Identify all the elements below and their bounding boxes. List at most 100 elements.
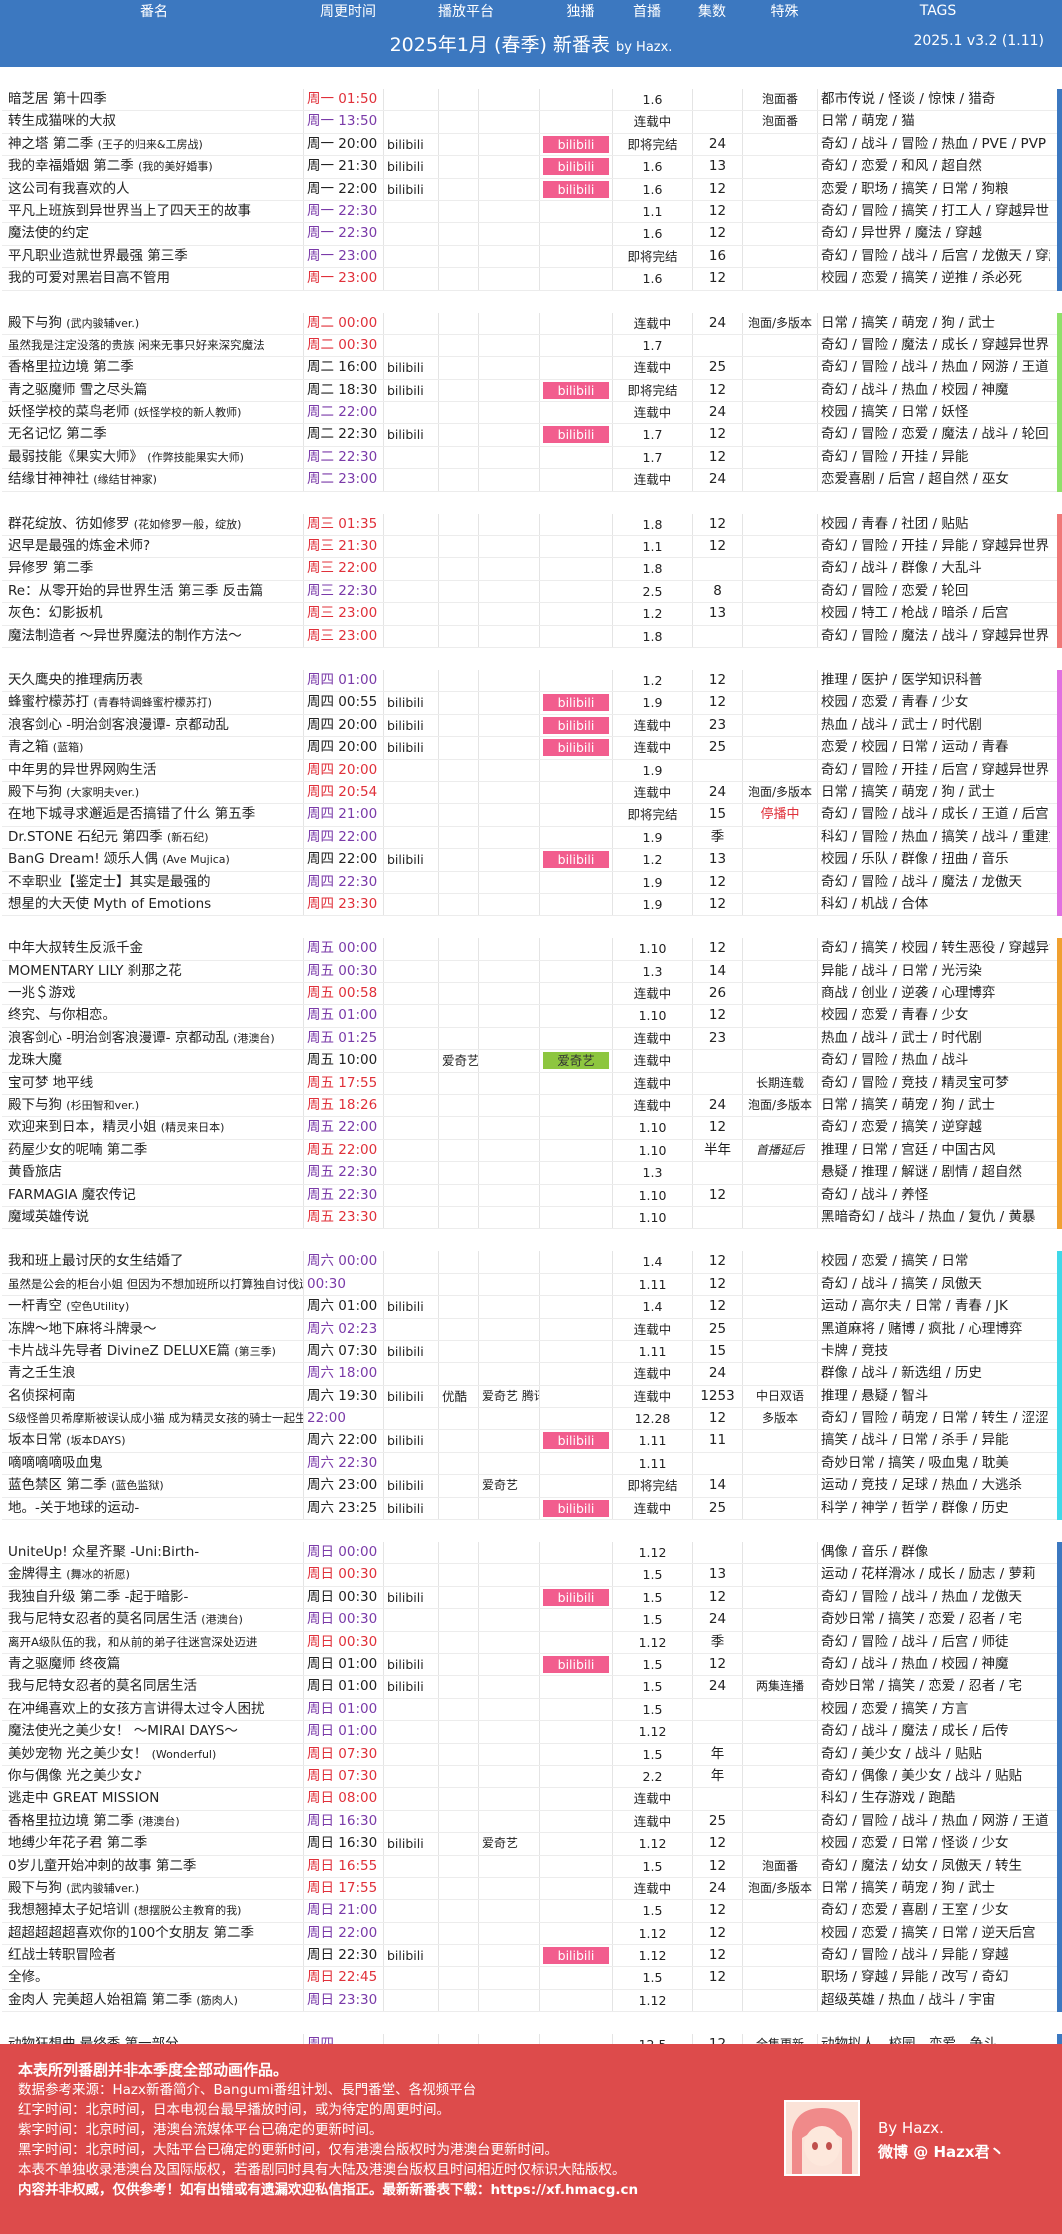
exclusive-badge[interactable]: bilibili (543, 851, 609, 869)
exclusive-badge[interactable]: bilibili (543, 1499, 609, 1517)
table-row[interactable]: 超超超超超喜欢你的100个女朋友 第二季 周日 22:00 1.12 12 校园 / 恋… (2, 1922, 1057, 1946)
table-row[interactable]: Re：从零开始的异世界生活 第三季 反击篇 周三 22:30 2.5 8 奇幻 / 冒险… (2, 580, 1057, 604)
table-row[interactable]: 宝可梦 地平线 周五 17:55 连载中 长期连载 奇幻 / 冒险 / 竞技 / 精灵宝… (2, 1072, 1057, 1096)
exclusive-badge[interactable]: 爱奇艺 (543, 1052, 609, 1070)
table-row[interactable]: 最弱技能《果实大师》 (作弊技能果实大师) 周二 22:30 1.7 12 奇幻 / 冒… (2, 446, 1057, 470)
table-row[interactable]: MOMENTARY LILY 刹那之花 周五 00:30 1.3 14 异能 / 战斗 … (2, 960, 1057, 984)
table-row[interactable]: UniteUp! 众星齐聚 -Uni:Birth- 周日 00:00 1.12 偶像 … (2, 1542, 1057, 1565)
table-row[interactable]: 浪客剑心 -明治剑客浪漫谭- 京都动乱 (港澳台) 周五 01:25 连载中 23 热血… (2, 1027, 1057, 1051)
table-row[interactable]: 蜂蜜柠檬苏打 (青春特调蜂蜜柠檬苏打) 周四 00:55 bilibili bilib… (2, 692, 1057, 715)
table-row[interactable]: 冻牌～地下麻将斗牌录～ 周六 02:23 连载中 25 黑道麻将 / 赌博 / 疯批 /… (2, 1318, 1057, 1341)
table-row[interactable]: 无名记忆 第二季 周二 22:30 bilibili bilibili 1.7 12 奇幻 … (2, 424, 1057, 447)
table-row[interactable]: 嘀嘀嘀嘀吸血鬼 周六 22:30 1.11 奇妙日常 / 搞笑 / 吸血鬼 / 耽美 (2, 1452, 1057, 1476)
table-row[interactable]: 殿下与狗 (武内骏辅ver.) 周日 17:55 连载中 24 泡面/多版本 日常 / 搞… (2, 1877, 1057, 1901)
table-row[interactable]: 香格里拉边境 第二季 (港澳台) 周日 16:30 连载中 25 奇幻 / 冒险 / 战… (2, 1810, 1057, 1834)
exclusive-badge[interactable]: bilibili (543, 158, 609, 176)
table-row[interactable]: 异修罗 第二季 周三 22:00 1.8 奇幻 / 战斗 / 群像 / 大乱斗 (2, 558, 1057, 581)
table-row[interactable]: 逃走中 GREAT MISSION 周日 08:00 连载中 科幻 / 生存游戏 / … (2, 1788, 1057, 1811)
table-row[interactable]: 我与尼特女忍者的莫名同居生活 (港澳台) 周日 00:30 1.5 24 奇妙日常 / … (2, 1609, 1057, 1632)
table-row[interactable]: 香格里拉边境 第二季 周二 16:00 bilibili 连载中 25 奇幻 / 冒险 /… (2, 357, 1057, 380)
table-row[interactable]: 美妙宠物 光之美少女！ (Wonderful) 周日 07:30 1.5 年奇幻 / … (2, 1743, 1057, 1766)
table-row[interactable]: 一兆＄游戏 周五 00:58 连载中 26 商战 / 创业 / 逆袭 / 心理博弈 (2, 983, 1057, 1006)
table-row[interactable]: 药屋少女的呢喃 第二季 周五 22:00 1.10 半年 首播延后 推理 / 日常 / 宫… (2, 1139, 1057, 1163)
table-row[interactable]: 坂本日常 (坂本DAYS) 周六 22:00 bilibili bilibili 1.1… (2, 1430, 1057, 1453)
table-row[interactable]: 中年男的异世界网购生活 周四 20:00 1.9 奇幻 / 冒险 / 开挂 / 后宫 … (2, 759, 1057, 782)
table-row[interactable]: 这公司有我喜欢的人 周一 22:00 bilibili bilibili 1.6 12 恋爱… (2, 178, 1057, 201)
table-row[interactable]: 殿下与狗 (武内骏辅ver.) 周二 00:00 连载中 24 泡面/多版本 日常 / 搞… (2, 312, 1057, 335)
exclusive-badge[interactable]: bilibili (543, 180, 609, 198)
table-row[interactable]: 名侦探柯南 周六 19:30 bilibili 优酷 爱奇艺 腾讯 连载中 1253 中日双语… (2, 1385, 1057, 1409)
exclusive-badge[interactable]: bilibili (543, 716, 609, 734)
table-row[interactable]: 转生成猫咪的大叔 周一 13:50 连载中 泡面番 日常 / 萌宠 / 猫 (2, 111, 1057, 134)
table-row[interactable]: 在冲绳喜欢上的女孩方言讲得太过令人困扰 周日 01:00 1.5 校园 / 恋爱 / … (2, 1698, 1057, 1722)
table-row[interactable]: 灰色：幻影扳机 周三 23:00 1.2 13 校园 / 特工 / 枪战 / 暗杀 / … (2, 603, 1057, 626)
table-row[interactable]: 离开A级队伍的我，和从前的弟子往迷宫深处迈进 周日 00:30 1.12 季 奇幻 / … (2, 1631, 1057, 1654)
exclusive-badge[interactable]: bilibili (543, 135, 609, 153)
table-row[interactable]: BanG Dream! 颂乐人偶 (Ave Mujica) 周四 22:00 bil… (2, 849, 1057, 872)
table-row[interactable]: 暗芝居 第十四季 周一 01:50 1.6 泡面番 都市传说 / 怪谈 / 惊悚 / 猎… (2, 89, 1057, 112)
table-row[interactable]: 天久鹰央的推理病历表 周四 01:00 1.2 12 推理 / 医护 / 医学知识科普 (2, 669, 1057, 693)
exclusive-badge[interactable]: bilibili (543, 1656, 609, 1673)
table-row[interactable]: 在地下城寻求邂逅是否搞错了什么 第五季 周四 21:00 即将完结 15 停播中 奇幻 /… (2, 804, 1057, 827)
table-row[interactable]: 魔法使的约定 周一 22:30 1.6 12 奇幻 / 异世界 / 魔法 / 穿越 (2, 223, 1057, 246)
table-row[interactable]: 金肉人 完美超人始祖篇 第二季 (筋肉人) 周日 23:30 1.12 超级英雄 / … (2, 1989, 1057, 2013)
table-row[interactable]: 龙珠大魔 周五 10:00 爱奇艺 爱奇艺 连载中 奇幻 / 冒险 / 热血 / 战斗 (2, 1050, 1057, 1073)
table-row[interactable]: 我想翘掉太子妃培训 (想摆脱公主教育的我) 周日 21:00 1.5 12 奇幻 / 恋… (2, 1900, 1057, 1923)
table-row[interactable]: 浪客剑心 -明治剑客浪漫谭- 京都动乱 周四 20:00 bilibili bilib… (2, 714, 1057, 738)
table-row[interactable]: FARMAGIA 魔农传记 周五 22:30 1.10 12 奇幻 / 战斗 / 养怪 (2, 1184, 1057, 1207)
table-row[interactable]: 我的幸福婚姻 第二季 (我的美好婚事) 周一 21:30 bilibili bilib… (2, 156, 1057, 179)
table-row[interactable]: 我和班上最讨厌的女生结婚了 周六 00:00 1.4 12 校园 / 恋爱 / 搞笑 /… (2, 1251, 1057, 1274)
table-row[interactable]: 青之壬生浪 周六 18:00 连载中 24 群像 / 战斗 / 新选组 / 历史 (2, 1363, 1057, 1386)
table-row[interactable]: 魔法使光之美少女！ ～MIRAI DAYS～ 周日 01:00 1.12 奇幻 / 战… (2, 1721, 1057, 1744)
first-air: 1.2 (613, 669, 693, 692)
table-row[interactable]: 迟早是最强的炼金术师? 周三 21:30 1.1 12 奇幻 / 冒险 / 开挂 / 异… (2, 536, 1057, 559)
table-row[interactable]: 蓝色禁区 第二季 (蓝色监狱) 周六 23:00 bilibili 爱奇艺 即将完结 14… (2, 1475, 1057, 1498)
table-row[interactable]: 地缚少年花子君 第二季 周日 16:30 bilibili 爱奇艺 1.12 12 校园 /… (2, 1833, 1057, 1856)
exclusive-badge[interactable]: bilibili (543, 1432, 609, 1450)
exclusive-badge[interactable]: bilibili (543, 1947, 609, 1965)
platform-3 (479, 223, 540, 245)
table-row[interactable]: 一杆青空 (空色Utility) 周六 01:00 bilibili 1.4 12 运动 … (2, 1296, 1057, 1319)
table-row[interactable]: 殿下与狗 (杉田智和ver.) 周五 18:26 连载中 24 泡面/多版本 日常 / 搞… (2, 1095, 1057, 1118)
table-row[interactable]: 青之箱 (蓝箱) 周四 20:00 bilibili bilibili 连载中 25 恋爱 … (2, 737, 1057, 760)
table-row[interactable]: 魔域英雄传说 周五 23:30 1.10 黑暗奇幻 / 战斗 / 热血 / 复仇 / … (2, 1206, 1057, 1230)
table-row[interactable]: 我与尼特女忍者的莫名同居生活 周日 01:00 bilibili 1.5 24 两集连播奇… (2, 1676, 1057, 1699)
table-row[interactable]: 我的可爱对黑岩目高不管用 周一 23:00 1.6 12 校园 / 恋爱 / 搞笑 / … (2, 268, 1057, 291)
special-note (743, 357, 818, 379)
table-row[interactable]: 虽然我是注定没落的贵族 闲来无事只好来深究魔法 周二 00:30 1.7 奇幻 / 冒… (2, 334, 1057, 358)
tags: 推理 / 悬疑 / 智斗 (821, 1387, 929, 1404)
table-row[interactable]: 黄昏旅店 周五 22:30 1.3 悬疑 / 推理 / 解谜 / 剧情 / 超自然 (2, 1162, 1057, 1185)
table-row[interactable]: 0岁儿童开始冲刺的故事 第二季 周日 16:55 1.5 12 泡面番 奇幻 / 魔法 /… (2, 1855, 1057, 1878)
table-row[interactable]: 想星的大天使 Myth of Emotions 周四 23:30 1.9 12 科幻 /… (2, 893, 1057, 917)
table-row[interactable]: 虽然是公会的柜台小姐 但因为不想加班所以打算独自讨伐迷宫头目00:30 1.111… (2, 1273, 1057, 1297)
table-row[interactable]: 平凡职业造就世界最强 第三季 周一 23:00 即将完结 16 奇幻 / 冒险 / 战斗… (2, 245, 1057, 269)
table-row[interactable]: 妖怪学校的菜鸟老师 (妖怪学校的新人教师) 周二 22:00 连载中 24 校园 / 搞… (2, 402, 1057, 425)
table-row[interactable]: 我独自升级 第二季 -起于暗影- 周日 00:30 bilibili bilibili… (2, 1586, 1057, 1610)
table-row[interactable]: Dr.STONE 石纪元 第四季 (新石纪) 周四 22:00 1.9 季科幻 / 冒… (2, 826, 1057, 850)
table-row[interactable]: 殿下与狗 (大家明夫ver.) 周四 20:54 连载中 24 泡面/多版本 日常 / 搞… (2, 781, 1057, 805)
exclusive-badge[interactable]: bilibili (543, 381, 609, 399)
table-row[interactable]: 终究、与你相恋。 周五 01:00 1.10 12 校园 / 恋爱 / 青春 / 少女 (2, 1005, 1057, 1028)
table-row[interactable]: 结缘甘神神社 (缘结甘神家) 周二 23:00 连载中 24 恋爱喜剧 / 后宫 / 超… (2, 469, 1057, 492)
table-row[interactable]: 卡片战斗先导者 DivineZ DELUXE篇 (第三季) 周六 07:30 bil… (2, 1340, 1057, 1364)
table-row[interactable]: 魔法制造者 ～异世界魔法的制作方法～ 周三 23:00 1.8 奇幻 / 冒险 / 魔… (2, 625, 1057, 648)
table-row[interactable]: 青之驱魔师 终夜篇 周日 01:00 bilibili bilibili 1.5 12 奇幻… (2, 1654, 1057, 1677)
exclusive-badge[interactable]: bilibili (543, 426, 609, 444)
anime-title-cell: 名侦探柯南 (2, 1385, 304, 1408)
table-row[interactable]: 金牌得主 (舞冰的祈愿) 周日 00:30 1.5 13 运动 / 花样滑冰 / 成长 … (2, 1564, 1057, 1587)
table-row[interactable]: 地。-关于地球的运动- 周六 23:25 bilibili bilibili 连载中 25… (2, 1497, 1057, 1521)
exclusive-badge[interactable]: bilibili (543, 739, 609, 757)
table-row[interactable]: 你与偶像 光之美少女♪ 周日 07:30 2.2 年 奇幻 / 偶像 / 美少女 / 战… (2, 1765, 1057, 1789)
exclusive-badge[interactable]: bilibili (543, 694, 609, 712)
table-row[interactable]: 全修。 周日 22:45 1.5 12 职场 / 穿越 / 异能 / 改写 / 奇幻 (2, 1967, 1057, 1990)
table-row[interactable]: 神之塔 第二季 (王子的归来&工房战) 周一 20:00 bilibili bilib… (2, 133, 1057, 157)
table-row[interactable]: 群花绽放、彷如修罗 (花如修罗一般，绽放) 周三 01:35 1.8 12 校园 / 青… (2, 513, 1057, 537)
exclusive-badge[interactable]: bilibili (543, 1588, 609, 1606)
table-row[interactable]: 欢迎来到日本，精灵小姐 (精灵来日本) 周五 22:00 1.10 12 奇幻 / 恋爱… (2, 1117, 1057, 1140)
table-row[interactable]: 中年大叔转生反派千金 周五 00:00 1.10 12 奇幻 / 搞笑 / 校园 / 转… (2, 938, 1057, 961)
table-row[interactable]: 平凡上班族到异世界当上了四天王的故事 周一 22:30 1.1 12 奇幻 / 冒险 /… (2, 200, 1057, 224)
table-row[interactable]: S级怪兽贝希摩斯被误认成小猫 成为精灵女孩的骑士一起生活 22:00 12.28 12… (2, 1408, 1057, 1431)
table-row[interactable]: 红战士转职冒险者 周日 22:30 bilibili bilibili 1.12 12 奇幻… (2, 1945, 1057, 1968)
table-row[interactable]: 不幸职业【鉴定士】其实是最强的 周四 22:30 1.9 12 奇幻 / 冒险 / 战斗… (2, 871, 1057, 894)
table-row[interactable]: 青之驱魔师 雪之尽头篇 周二 18:30 bilibili bilibili 即将完结 1… (2, 379, 1057, 403)
